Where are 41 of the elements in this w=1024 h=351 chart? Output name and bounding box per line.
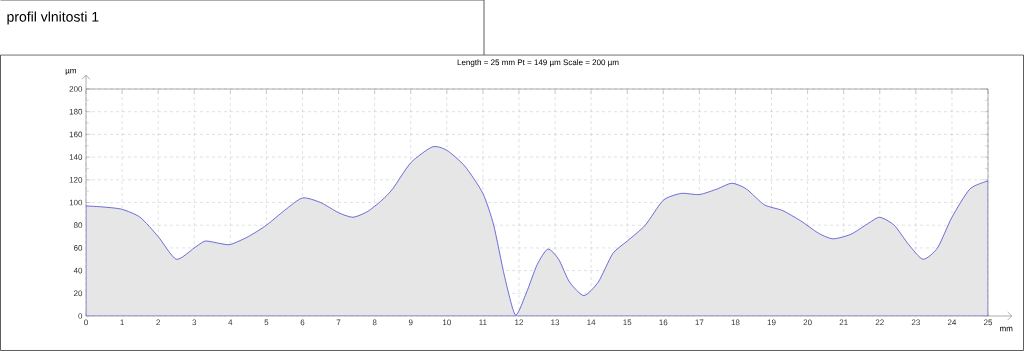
x-tick-label: 19 bbox=[767, 319, 776, 326]
x-axis-title: mm bbox=[1000, 326, 1013, 332]
y-tick-label: 20 bbox=[73, 290, 83, 297]
y-tick-label: 160 bbox=[69, 131, 83, 138]
x-tick-label: 11 bbox=[479, 319, 487, 326]
x-tick-label: 1 bbox=[120, 319, 124, 326]
y-tick-label: 120 bbox=[69, 176, 83, 183]
x-tick-label: 23 bbox=[911, 319, 920, 326]
y-tick-label: 180 bbox=[69, 108, 83, 115]
x-tick-label: 20 bbox=[803, 319, 812, 326]
chart-subtitle: Length = 25 mm Pt = 149 µm Scale = 200 µm bbox=[457, 59, 619, 67]
x-tick-label: 8 bbox=[372, 319, 377, 326]
y-tick-label: 80 bbox=[73, 222, 83, 229]
x-tick-label: 18 bbox=[731, 319, 740, 326]
y-tick-label: 100 bbox=[69, 199, 83, 206]
x-tick-label: 24 bbox=[947, 319, 957, 326]
x-tick-label: 6 bbox=[300, 319, 305, 326]
y-tick-label: 140 bbox=[69, 154, 83, 160]
y-axis-title: µm bbox=[65, 69, 76, 75]
x-tick-label: 25 bbox=[983, 319, 993, 326]
x-tick-label: 14 bbox=[587, 319, 596, 326]
x-tick-label: 7 bbox=[336, 319, 341, 326]
chart-title: profil vlnitosti 1 bbox=[7, 11, 99, 25]
y-tick-label: 200 bbox=[69, 86, 83, 92]
x-tick-label: 17 bbox=[695, 319, 704, 326]
y-tick-label: 40 bbox=[73, 267, 83, 274]
x-tick-label: 12 bbox=[515, 319, 524, 326]
x-tick-label: 15 bbox=[623, 319, 632, 326]
x-tick-label: 16 bbox=[659, 319, 668, 326]
x-tick-label: 3 bbox=[192, 319, 197, 326]
x-tick-label: 22 bbox=[875, 319, 884, 326]
x-tick-label: 13 bbox=[551, 319, 560, 326]
y-tick-label: 0 bbox=[78, 313, 83, 319]
x-tick-label: 2 bbox=[156, 319, 160, 326]
x-tick-label: 10 bbox=[442, 319, 451, 326]
x-tick-label: 5 bbox=[264, 319, 269, 326]
x-tick-label: 21 bbox=[839, 319, 848, 326]
y-tick-label: 60 bbox=[73, 245, 83, 251]
x-tick-label: 9 bbox=[408, 319, 413, 326]
x-tick-label: 4 bbox=[228, 319, 233, 326]
x-tick-label: 0 bbox=[84, 319, 88, 326]
